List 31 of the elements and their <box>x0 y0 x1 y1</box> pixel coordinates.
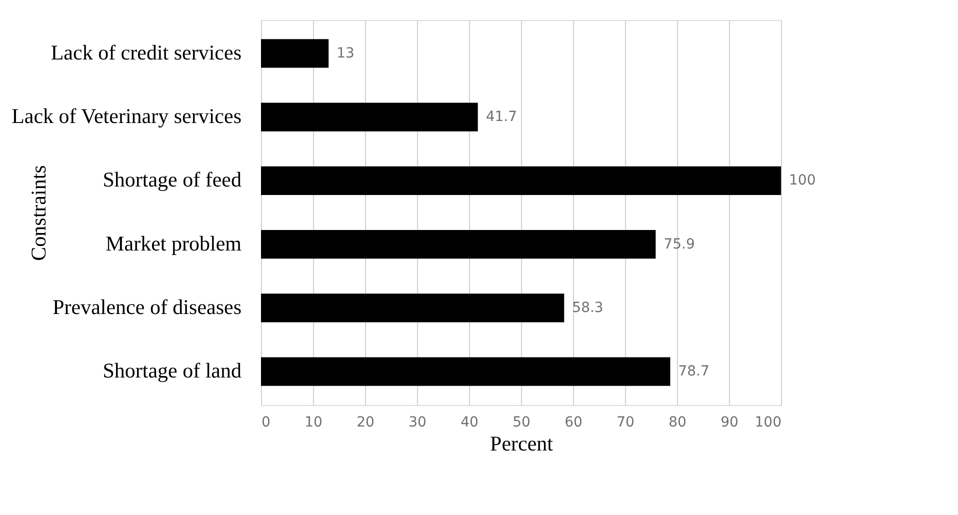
y-tick-label: Shortage of land <box>102 358 242 383</box>
x-axis-title: Percent <box>490 432 554 456</box>
data-label: 58.3 <box>572 300 604 316</box>
x-tick-label: 30 <box>408 414 426 430</box>
y-tick-label: Lack of credit services <box>50 40 242 64</box>
data-label: 100 <box>789 172 816 189</box>
x-tick-label: 0 <box>262 414 270 430</box>
bar <box>261 102 478 132</box>
x-tick-label: 90 <box>720 414 738 430</box>
data-label: 13 <box>336 45 354 62</box>
bar <box>261 166 781 195</box>
bar <box>261 357 670 386</box>
x-tick-label: 60 <box>564 414 582 430</box>
x-tick-label: 80 <box>668 414 686 430</box>
x-tick-label: 40 <box>460 414 478 430</box>
data-label: 75.9 <box>664 236 695 252</box>
y-tick-label: Prevalence of diseases <box>52 294 242 319</box>
x-tick-label: 100 <box>754 414 782 430</box>
x-tick-label: 50 <box>512 414 530 430</box>
data-label: 41.7 <box>486 109 518 126</box>
y-axis-title: Constraints <box>26 165 50 261</box>
y-tick-label: Market problem <box>106 231 242 256</box>
x-tick-label: 20 <box>356 414 374 430</box>
data-label: 78.7 <box>678 364 710 380</box>
y-tick-label: Lack of Veterinary services <box>12 104 242 128</box>
x-tick-label: 10 <box>304 414 322 430</box>
y-tick-label: Shortage of feed <box>102 168 242 192</box>
x-tick-label: 70 <box>616 414 634 430</box>
bar <box>261 39 329 68</box>
bar <box>261 230 656 259</box>
bar <box>261 294 564 322</box>
